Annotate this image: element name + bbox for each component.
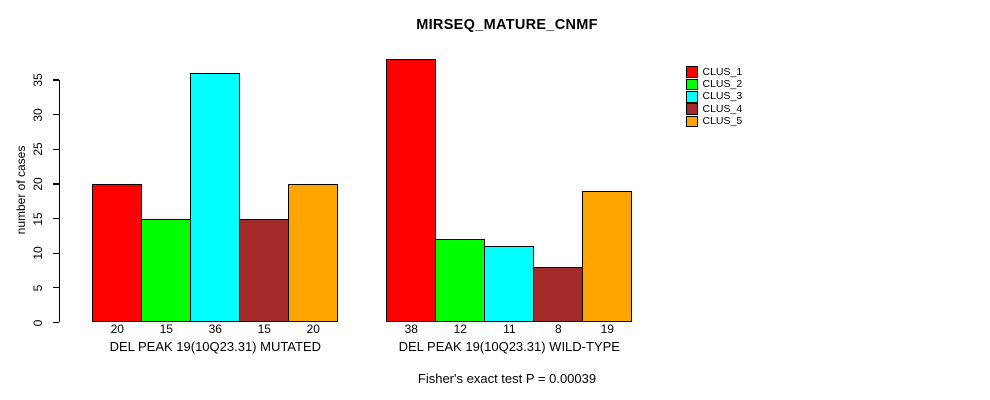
y-tick-mark: [53, 252, 59, 254]
legend-swatch: [686, 66, 698, 78]
bar-clus_2: [141, 218, 192, 323]
bar-clus_3: [190, 72, 241, 323]
bar-value-label: 8: [554, 322, 562, 336]
y-tick-mark: [53, 113, 59, 116]
fisher-test-annotation: Fisher's exact test P = 0.00039: [417, 371, 597, 386]
legend-item-clus_2: CLUS_2: [686, 77, 743, 91]
legend-swatch: [686, 91, 698, 103]
bar-value-label: 38: [404, 322, 418, 336]
y-tick-mark: [53, 183, 59, 185]
bar-clus_1: [92, 183, 143, 323]
y-tick-label: 15: [31, 211, 45, 226]
bar-clus_5: [288, 183, 339, 323]
bar-value-label: 11: [503, 322, 516, 336]
legend-item-clus_4: CLUS_4: [686, 103, 742, 115]
bar-value-label: 19: [600, 322, 614, 336]
legend-label: CLUS_4: [702, 102, 743, 115]
y-tick-label: 25: [31, 142, 45, 156]
bar-value-label: 20: [306, 322, 320, 336]
bar-clus_4: [239, 218, 290, 323]
y-axis-line: [58, 79, 60, 323]
legend-label: CLUS_5: [702, 114, 743, 127]
bar-clus_5: [582, 190, 633, 323]
legend-label: CLUS_1: [702, 65, 743, 78]
y-tick-label: 10: [31, 246, 45, 260]
y-tick-mark: [53, 217, 59, 220]
y-tick-label: 35: [31, 73, 45, 87]
bar-value-label: 20: [110, 322, 124, 336]
x-axis-group-label: DEL PEAK 19(10Q23.31) MUTATED: [109, 338, 322, 354]
legend-swatch: [686, 103, 698, 115]
bar-clus_1: [386, 59, 437, 323]
y-tick-mark: [53, 148, 59, 150]
legend-item-clus_1: CLUS_1: [686, 66, 742, 78]
y-tick-mark: [53, 79, 59, 81]
bar-value-label: 12: [453, 322, 467, 336]
y-tick-label: 20: [31, 177, 45, 191]
x-axis-group-label: DEL PEAK 19(10Q23.31) WILD-TYPE: [398, 338, 620, 354]
bar-value-label: 15: [257, 322, 271, 336]
legend: CLUS_1 CLUS_2 CLUS_3 CLUS_4 CLUS_5: [686, 66, 742, 128]
legend-item-clus_3: CLUS_3: [686, 91, 742, 103]
legend-label: CLUS_2: [702, 77, 743, 90]
bar-clus_4: [533, 267, 584, 323]
bar-clus_2: [435, 239, 486, 323]
legend-swatch: [686, 78, 698, 91]
y-tick-mark: [53, 321, 59, 324]
bar-clus_3: [484, 246, 535, 323]
legend-swatch: [686, 115, 698, 128]
y-axis-title: number of cases: [14, 145, 28, 235]
y-tick-label: 0: [31, 319, 45, 326]
bar-value-label: 36: [208, 322, 222, 336]
chart-title: MIRSEQ_MATURE_CNMF: [416, 17, 598, 33]
y-tick-label: 5: [31, 284, 45, 292]
y-tick-label: 30: [31, 107, 45, 122]
legend-item-clus_5: CLUS_5: [686, 114, 743, 128]
legend-label: CLUS_3: [702, 90, 743, 103]
y-tick-mark: [53, 287, 59, 289]
bar-value-label: 15: [159, 322, 173, 336]
